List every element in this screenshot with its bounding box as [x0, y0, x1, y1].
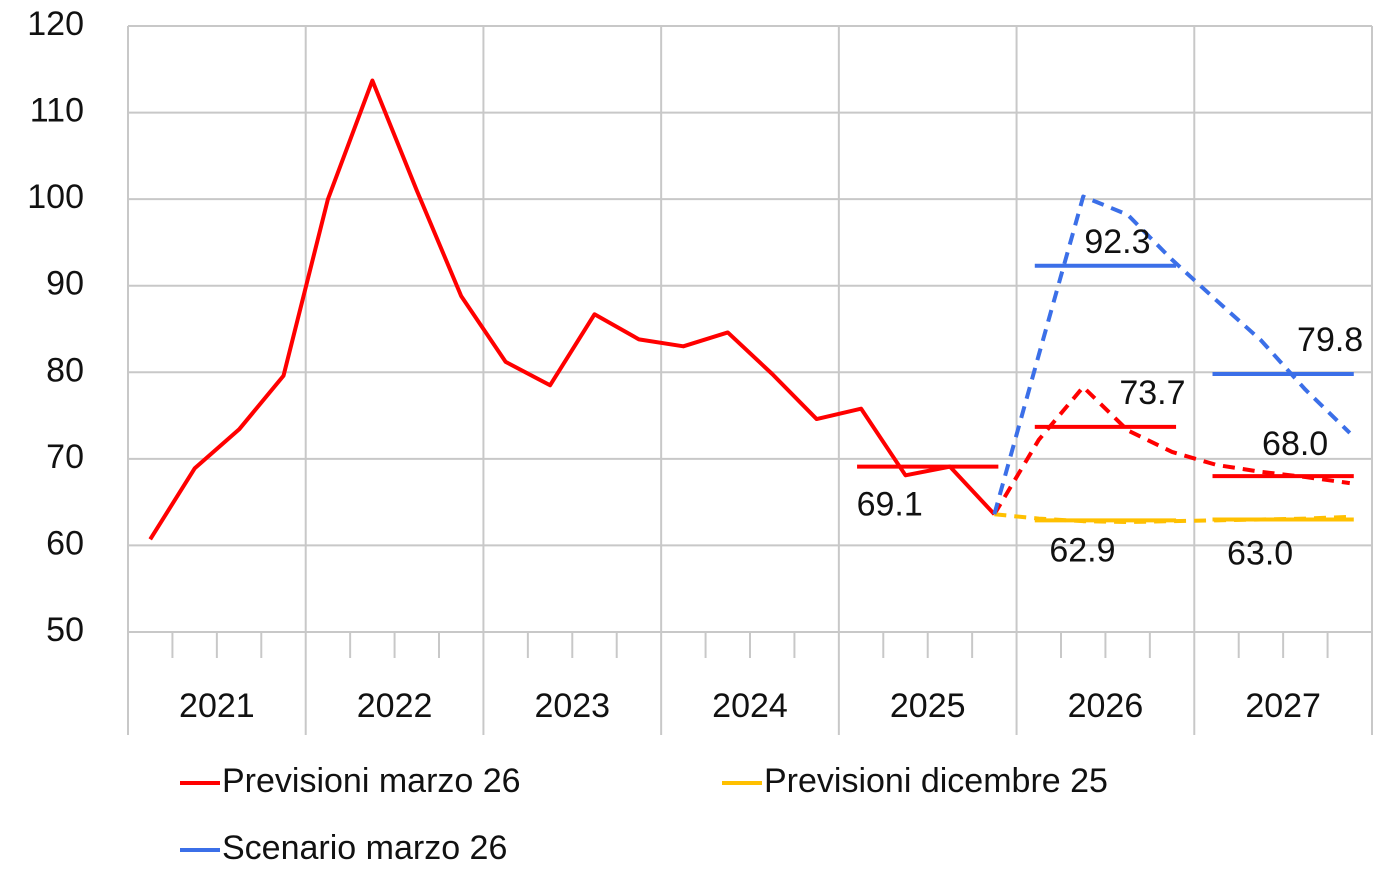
legend-label: Previsioni dicembre 25	[764, 762, 1108, 800]
annual-value-label: 92.3	[1084, 223, 1150, 261]
y-tick-label: 110	[30, 92, 84, 130]
annual-value-label: 73.7	[1119, 374, 1185, 412]
annual-value-label: 79.8	[1297, 321, 1363, 359]
y-tick-label: 100	[27, 178, 84, 216]
legend-label: Previsioni marzo 26	[222, 762, 521, 800]
y-tick-label: 120	[27, 5, 84, 43]
x-group-label: 2022	[357, 687, 433, 725]
annual-value-label: 63.0	[1227, 534, 1293, 572]
x-group-label: 2023	[534, 687, 610, 725]
legend-label: Scenario marzo 26	[222, 829, 507, 867]
y-tick-label: 80	[46, 351, 84, 389]
y-tick-label: 60	[46, 524, 84, 562]
y-tick-label: 70	[46, 438, 84, 476]
y-tick-label: 90	[46, 265, 84, 303]
annual-value-label: 69.1	[857, 486, 923, 524]
x-group-label: 2024	[712, 687, 788, 725]
x-group-label: 2026	[1068, 687, 1144, 725]
annual-value-label: 68.0	[1262, 425, 1328, 463]
history-line	[148, 78, 996, 541]
x-group-label: 2025	[890, 687, 966, 725]
x-group-label: 2027	[1245, 687, 1321, 725]
annual-value-label: 62.9	[1049, 531, 1115, 569]
x-group-label: 2021	[179, 687, 255, 725]
y-tick-label: 50	[46, 611, 84, 649]
